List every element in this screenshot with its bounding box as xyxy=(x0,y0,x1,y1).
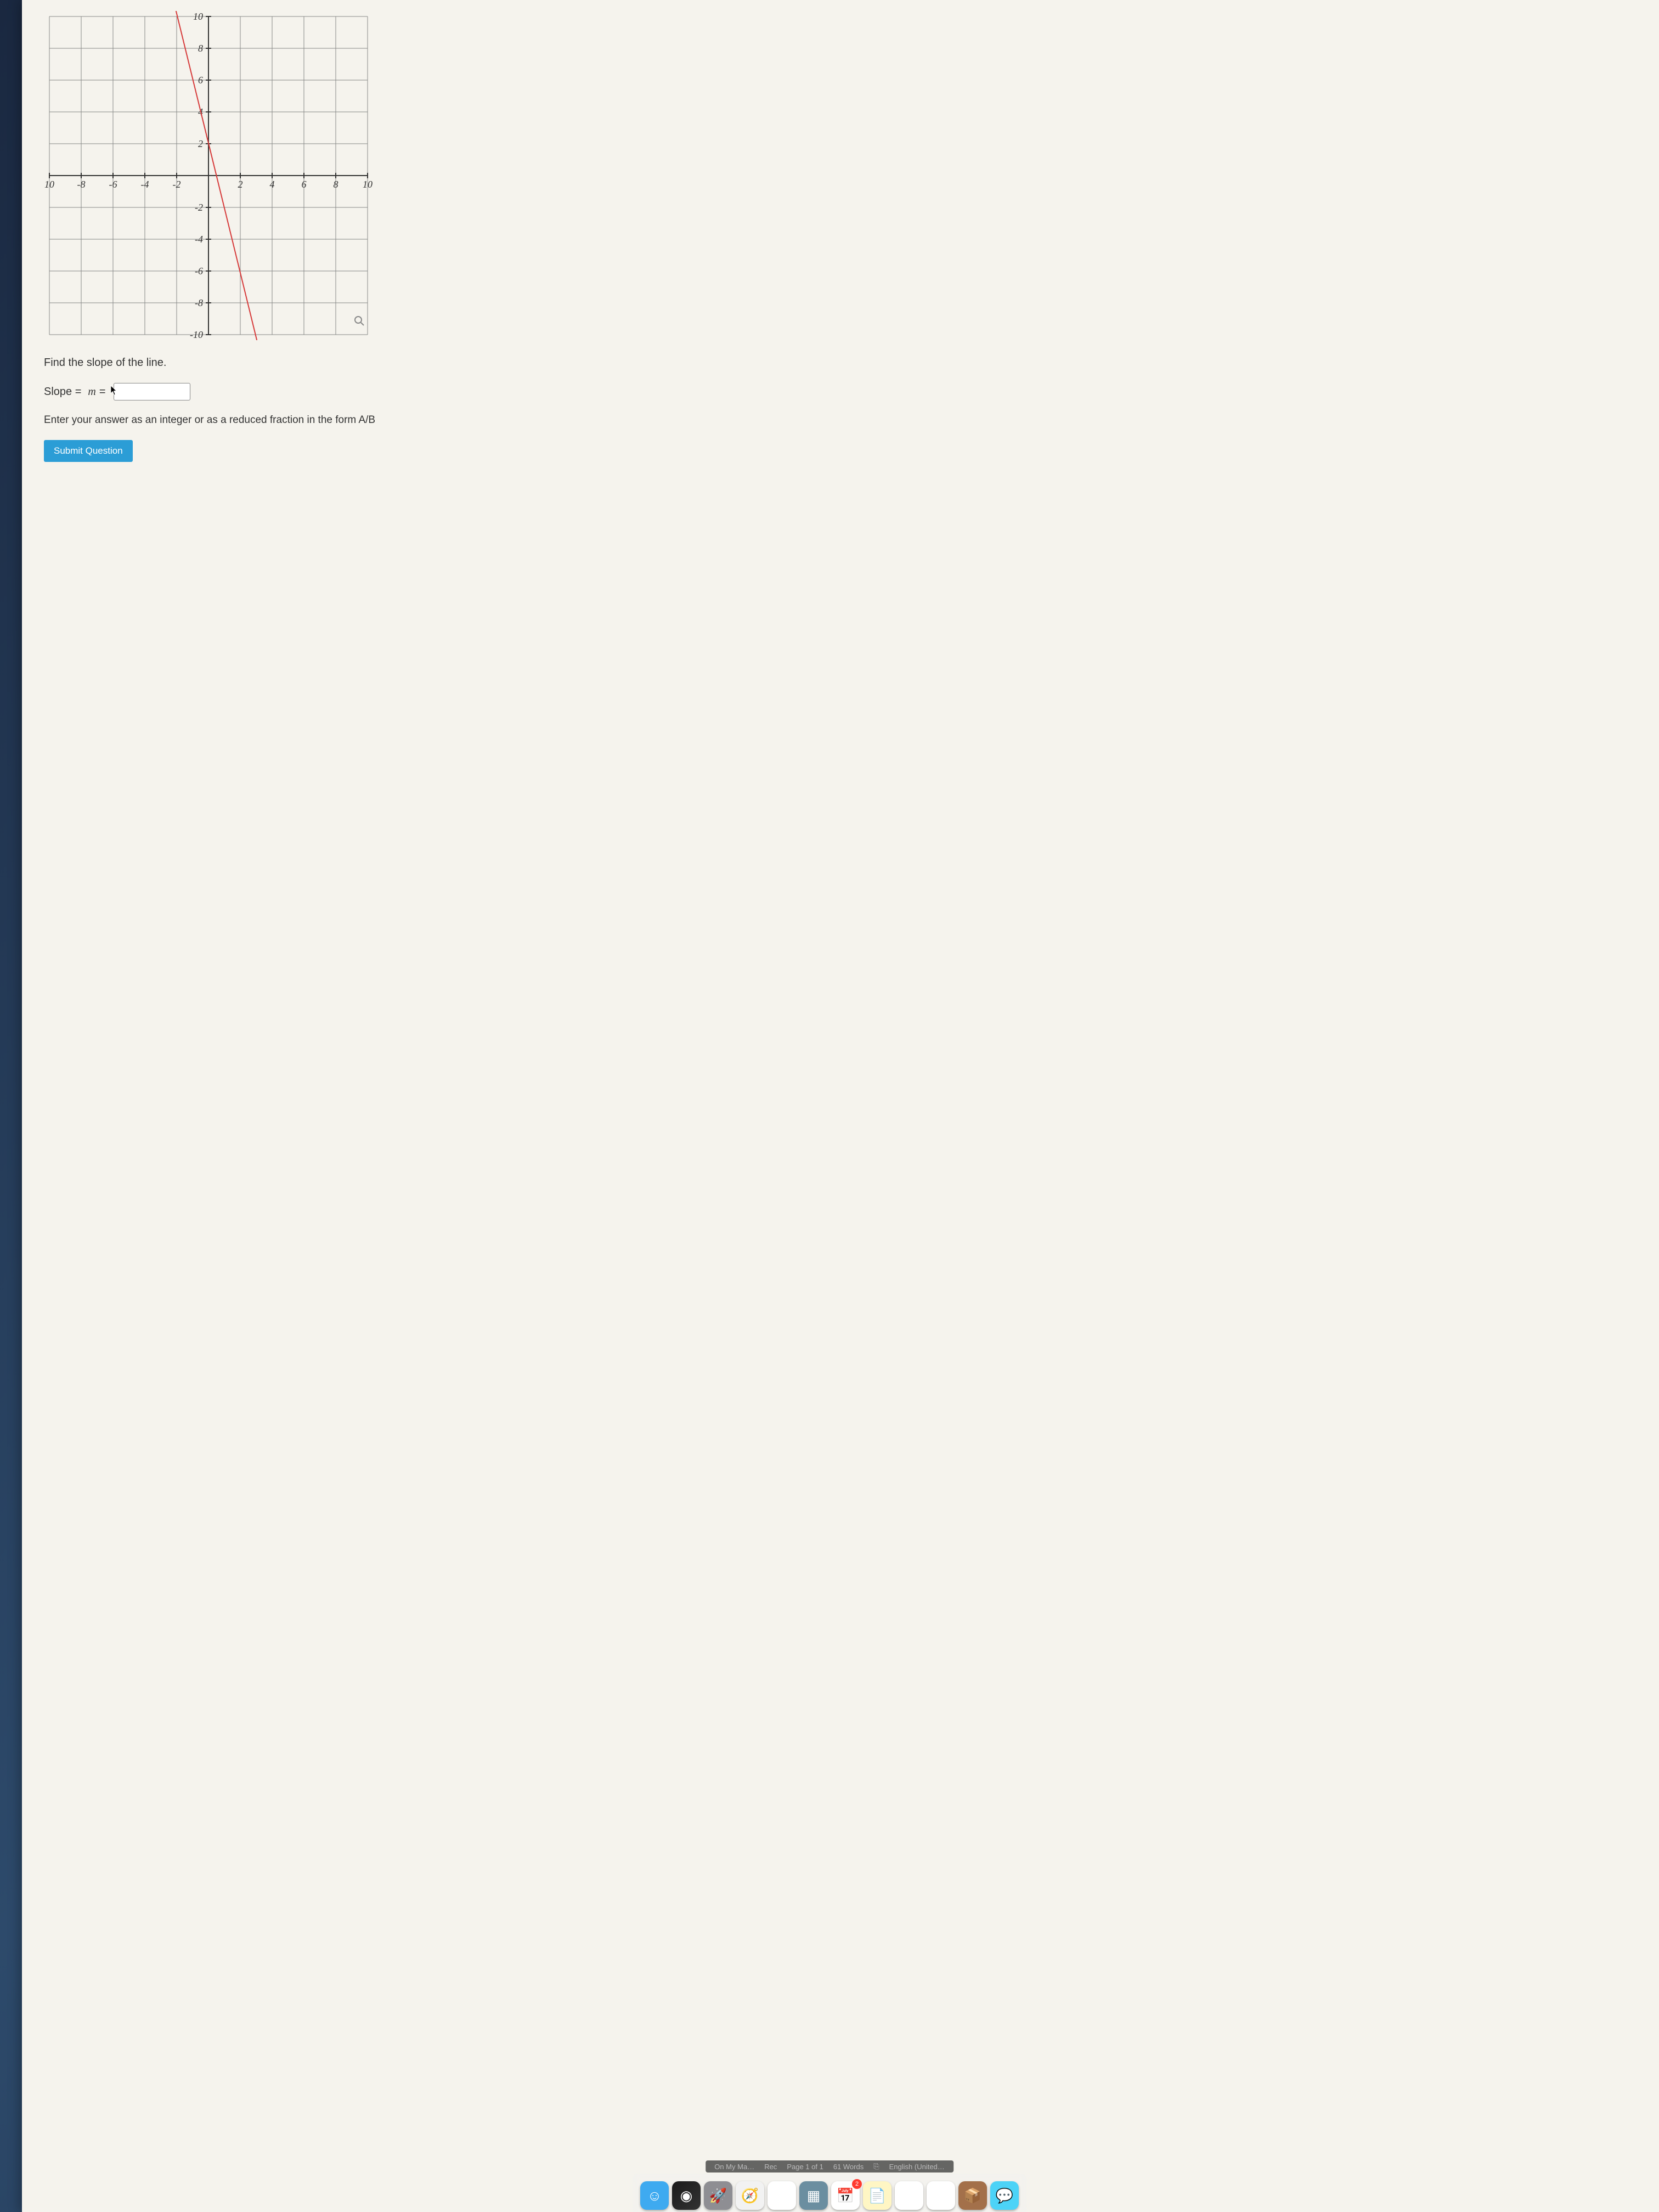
dock-chrome-icon[interactable]: ⬤ xyxy=(768,2181,796,2210)
word-status-bar: On My Ma… Rec Page 1 of 1 61 Words ⎘ Eng… xyxy=(706,2160,953,2172)
svg-text:-6: -6 xyxy=(109,179,117,190)
submit-question-button[interactable]: Submit Question xyxy=(44,440,133,462)
svg-text:10: 10 xyxy=(363,179,373,190)
dock-calendar-badge: 2 xyxy=(852,2179,862,2189)
svg-text:-8: -8 xyxy=(77,179,86,190)
question-prompt: Find the slope of the line. xyxy=(44,357,1643,369)
svg-text:2: 2 xyxy=(198,138,203,149)
dock-app1-icon[interactable]: ▦ xyxy=(799,2181,828,2210)
svg-text:-8: -8 xyxy=(195,297,203,308)
macos-dock: ☺◉🚀🧭⬤▦📅2📄✿☰📦💬 xyxy=(633,2174,1026,2212)
dock-app2-icon[interactable]: 📦 xyxy=(958,2181,987,2210)
svg-text:-4: -4 xyxy=(141,179,149,190)
dock-calendar-icon[interactable]: 📅2 xyxy=(831,2181,860,2210)
dock-photos-icon[interactable]: ✿ xyxy=(895,2181,923,2210)
svg-text:10: 10 xyxy=(44,179,54,190)
status-left-1: On My Ma… xyxy=(714,2163,754,2171)
graph-svg: 10-8-6-4-2246810108642-2-4-6-8-10 xyxy=(44,11,373,340)
slope-input-row: Slope = m = xyxy=(44,383,1643,400)
dock-launchpad-icon[interactable]: 🚀 xyxy=(704,2181,732,2210)
svg-text:-2: -2 xyxy=(195,202,203,213)
svg-text:6: 6 xyxy=(198,75,203,86)
status-lang: English (United… xyxy=(889,2163,945,2171)
dock-notes-icon[interactable]: 📄 xyxy=(863,2181,891,2210)
zoom-icon[interactable] xyxy=(354,315,365,329)
dock-siri-icon[interactable]: ◉ xyxy=(672,2181,701,2210)
dock-reminders-icon[interactable]: ☰ xyxy=(927,2181,955,2210)
svg-text:-4: -4 xyxy=(195,234,203,245)
dock-messages-icon[interactable]: 💬 xyxy=(990,2181,1019,2210)
dock-safari-icon[interactable]: 🧭 xyxy=(736,2181,764,2210)
svg-text:2: 2 xyxy=(238,179,243,190)
status-words: 61 Words xyxy=(833,2163,864,2171)
svg-text:-10: -10 xyxy=(190,329,203,340)
question-panel: 10-8-6-4-2246810108642-2-4-6-8-10 Find t… xyxy=(22,0,1659,2212)
status-left-2: Rec xyxy=(764,2163,777,2171)
svg-text:6: 6 xyxy=(302,179,307,190)
svg-text:10: 10 xyxy=(193,11,203,22)
svg-text:-6: -6 xyxy=(195,266,203,276)
slope-equals: = xyxy=(99,386,106,398)
slope-variable: m xyxy=(88,386,95,398)
slope-answer-input[interactable] xyxy=(114,383,190,400)
status-page: Page 1 of 1 xyxy=(787,2163,823,2171)
svg-text:-2: -2 xyxy=(173,179,181,190)
slope-label: Slope = xyxy=(44,386,81,398)
status-focus-icon: ⎘ xyxy=(873,2162,879,2171)
svg-text:8: 8 xyxy=(198,43,203,54)
coordinate-graph: 10-8-6-4-2246810108642-2-4-6-8-10 xyxy=(44,11,1643,340)
answer-hint: Enter your answer as an integer or as a … xyxy=(44,414,1643,426)
svg-text:4: 4 xyxy=(270,179,275,190)
svg-text:8: 8 xyxy=(334,179,338,190)
dock-finder-icon[interactable]: ☺ xyxy=(640,2181,669,2210)
